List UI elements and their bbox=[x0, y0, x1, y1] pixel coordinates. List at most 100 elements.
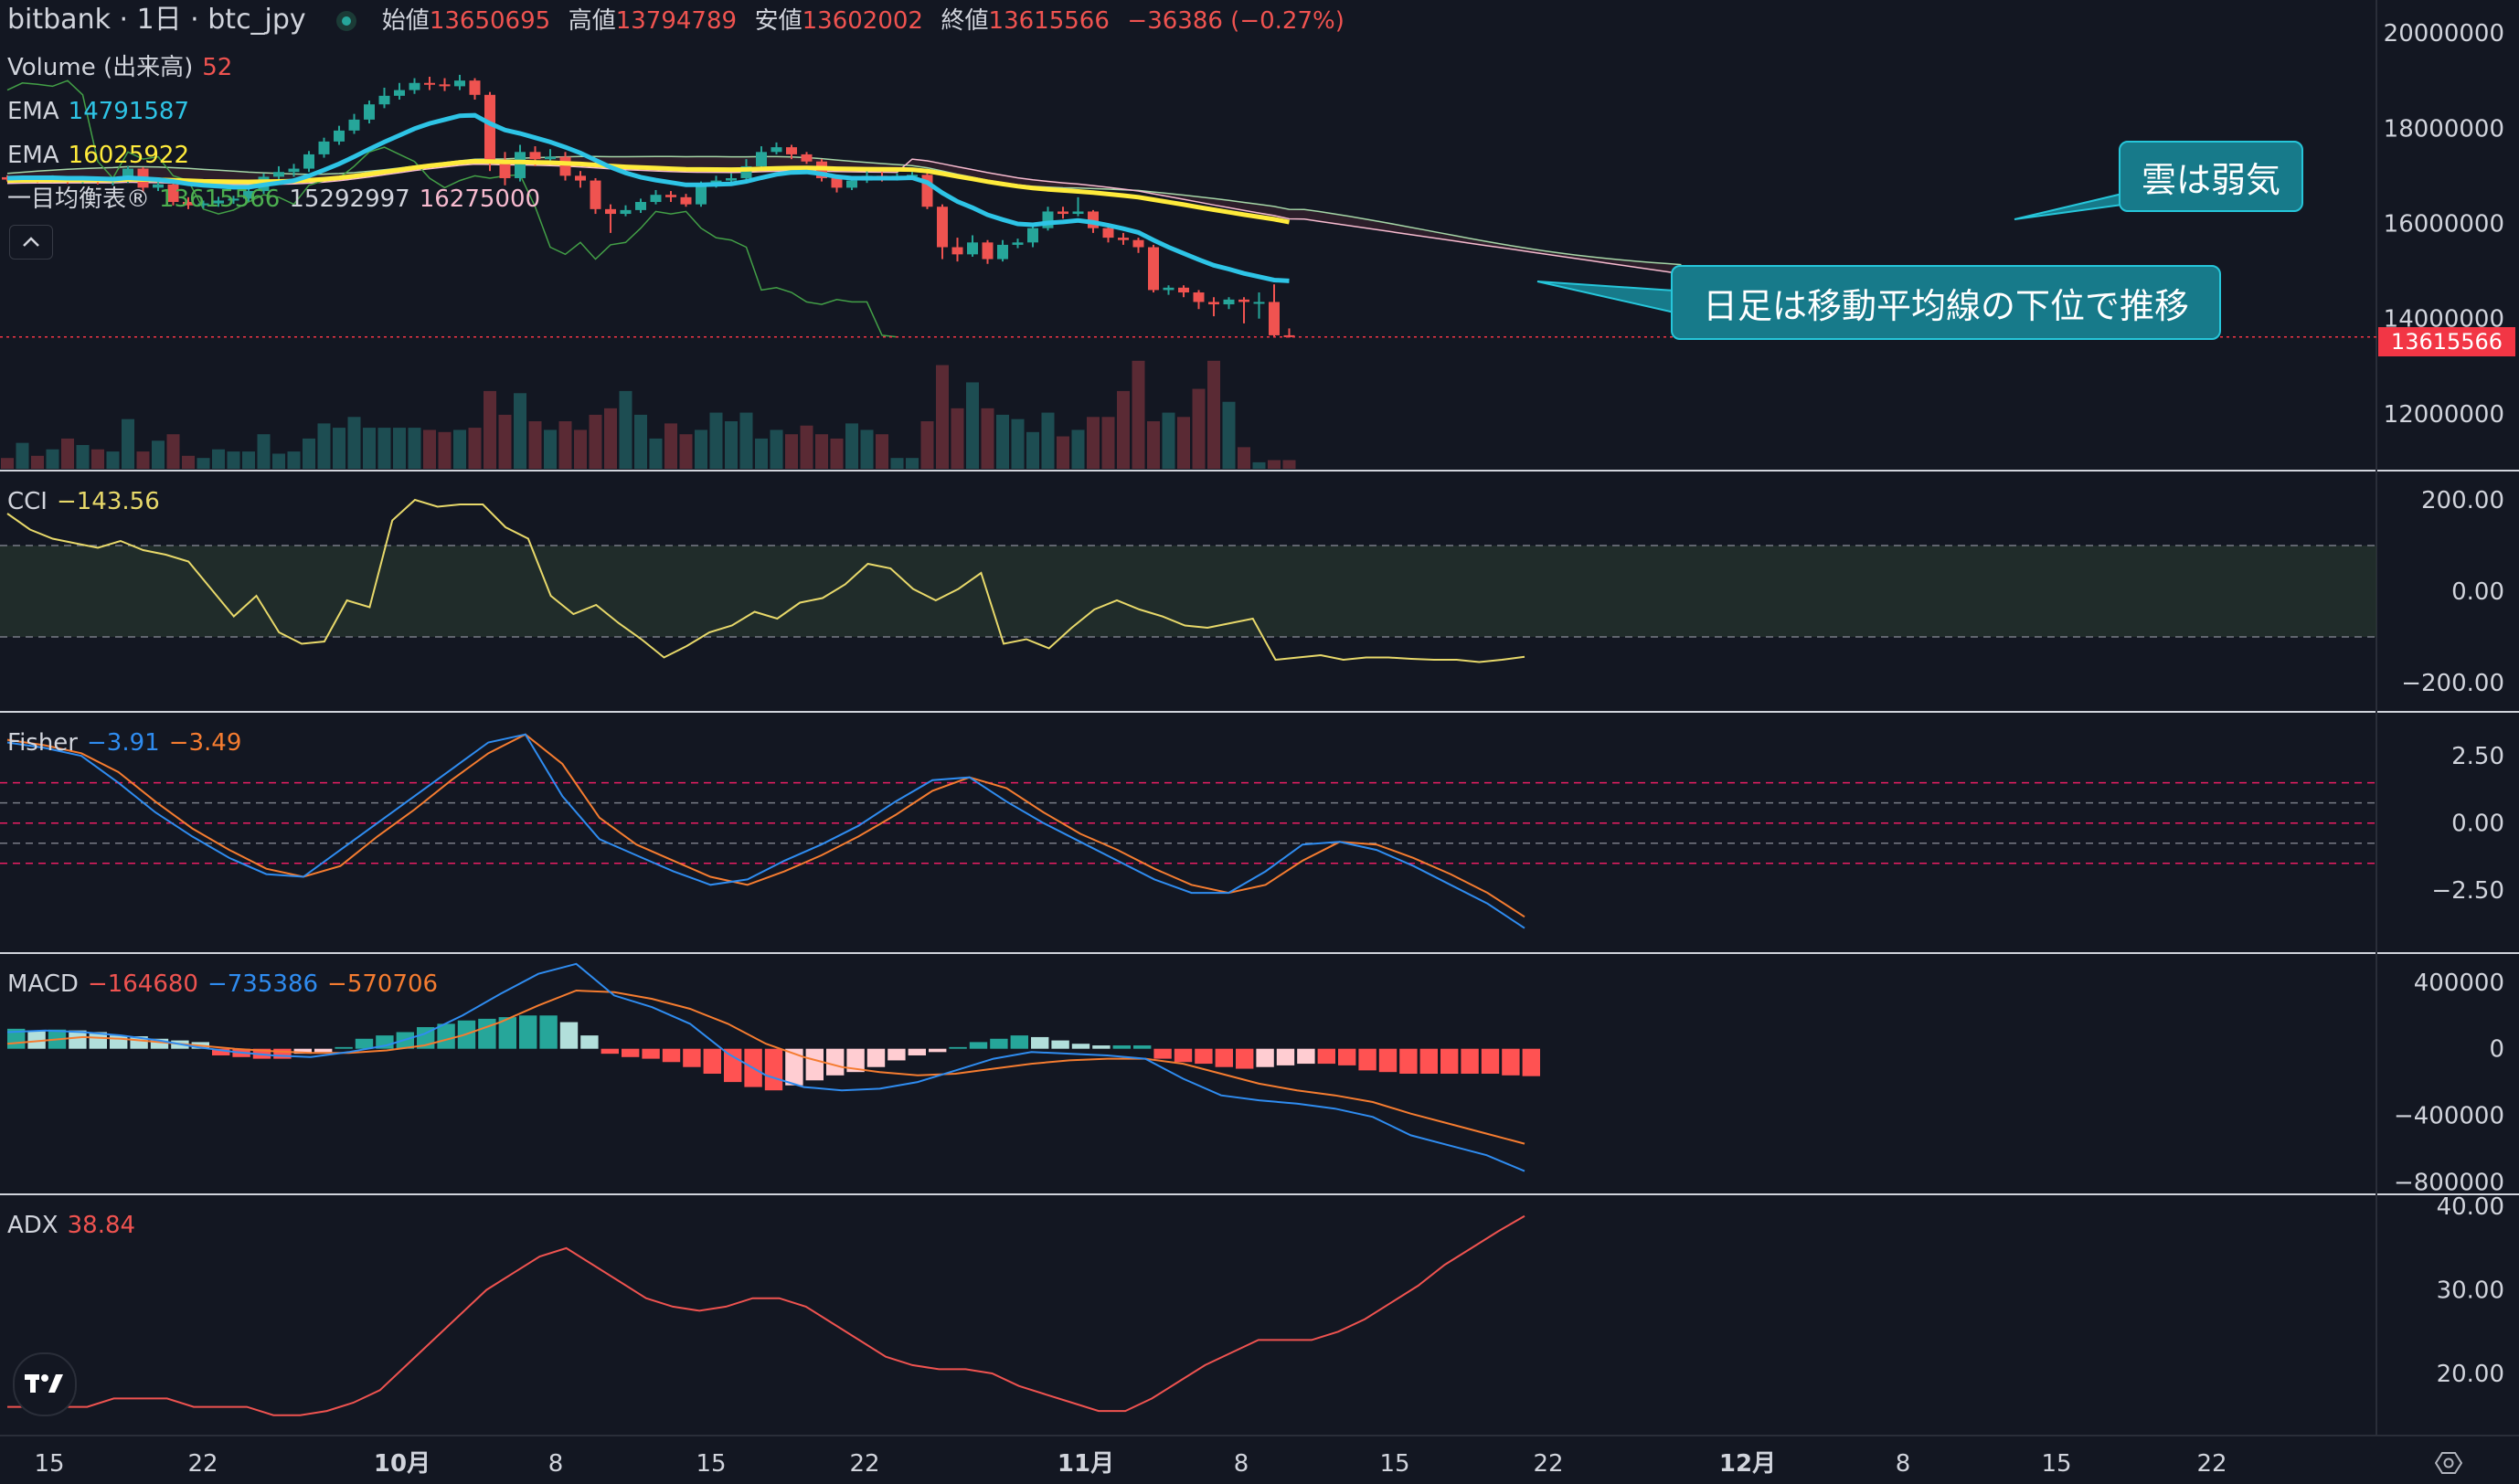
price-tick-label: 12000000 bbox=[2384, 401, 2504, 429]
ema-fast-legend[interactable]: EMA 14791587 bbox=[7, 97, 198, 126]
cci-value: −143.56 bbox=[56, 488, 160, 515]
header-bar: bitbank · 1日 · btc_jpy 始値13650695 高値1379… bbox=[7, 5, 1354, 36]
volume-bar bbox=[468, 428, 482, 469]
volume-bar bbox=[91, 449, 104, 469]
volume-legend[interactable]: Volume (出来高) 52 bbox=[7, 53, 241, 82]
adx-value: 38.84 bbox=[67, 1212, 136, 1239]
ema-slow-legend[interactable]: EMA 16025922 bbox=[7, 141, 198, 170]
candle-body bbox=[1118, 238, 1129, 240]
candle-body bbox=[439, 84, 451, 87]
cloud-callout[interactable]: 雲は弱気 bbox=[2119, 141, 2303, 212]
low-value: 13602002 bbox=[802, 7, 923, 35]
candles-callout[interactable]: 日足は移動平均線の下位で推移 bbox=[1671, 265, 2221, 340]
candle-body bbox=[1208, 302, 1219, 305]
candle-body bbox=[937, 207, 948, 248]
volume-bar bbox=[876, 434, 888, 469]
macd-histogram-bar bbox=[785, 1048, 803, 1086]
macd-histogram-bar bbox=[1031, 1036, 1049, 1049]
macd-histogram-bar bbox=[150, 1038, 169, 1049]
volume-bar bbox=[1192, 388, 1206, 469]
macd-histogram-bar bbox=[1010, 1035, 1028, 1049]
volume-bar bbox=[122, 419, 134, 469]
ichimoku-legend[interactable]: 一目均衡表® 13615566 15292997 16275000 bbox=[7, 185, 549, 214]
ichimoku-value-3: 16275000 bbox=[419, 186, 541, 213]
candle-body bbox=[288, 168, 300, 173]
macd-histogram-bar bbox=[89, 1032, 107, 1049]
last-price-tag: 13615566 bbox=[2378, 327, 2515, 356]
close-value: 13615566 bbox=[988, 7, 1110, 35]
macd-line bbox=[6, 962, 1525, 1172]
tv-logo-glyph bbox=[25, 1374, 63, 1393]
ema-lines bbox=[0, 112, 2376, 338]
volume-bar bbox=[1132, 360, 1145, 469]
volume-bar bbox=[1177, 417, 1190, 469]
candle-body bbox=[801, 154, 813, 162]
macd-histogram-bar bbox=[1256, 1048, 1274, 1067]
volume-bar bbox=[725, 421, 738, 469]
candle-body bbox=[756, 152, 767, 166]
candle-body bbox=[559, 156, 571, 176]
candle-body bbox=[967, 242, 978, 255]
ema-fast-line bbox=[6, 112, 1290, 283]
candle-body bbox=[1163, 287, 1174, 291]
candle-body bbox=[1027, 228, 1038, 243]
macd-histogram-bar bbox=[866, 1048, 886, 1067]
indicator-tick-label: 40.00 bbox=[2437, 1193, 2504, 1221]
fisher-trigger-line bbox=[6, 733, 1525, 918]
macd-histogram-bar bbox=[559, 1022, 579, 1049]
volume-bar bbox=[166, 434, 180, 469]
macd-histogram-bar bbox=[1358, 1048, 1376, 1071]
volume-bar bbox=[136, 451, 150, 469]
price-axis: 2000000018000000160000001400000012000000… bbox=[2384, 20, 2504, 1388]
candle-body bbox=[1178, 287, 1189, 293]
time-tick-label: 15 bbox=[696, 1450, 726, 1478]
candle-body bbox=[590, 180, 601, 209]
macd-histogram-bar bbox=[1133, 1045, 1152, 1049]
macd-histogram-bar bbox=[1440, 1048, 1459, 1074]
candle-body bbox=[1283, 334, 1295, 337]
candle-body bbox=[1193, 292, 1205, 302]
volume-bar bbox=[106, 451, 120, 469]
macd-histogram-bar bbox=[990, 1038, 1008, 1049]
macd-histogram-bar bbox=[601, 1048, 619, 1055]
candle-body bbox=[605, 208, 616, 215]
volume-bar bbox=[438, 431, 452, 469]
indicator-tick-label: 20.00 bbox=[2437, 1361, 2504, 1388]
ichimoku-label: 一目均衡表® bbox=[7, 186, 151, 213]
volume-bar bbox=[936, 365, 949, 469]
macd-histogram-bar bbox=[293, 1048, 312, 1055]
macd-legend[interactable]: MACD −164680 −735386 −570706 bbox=[7, 970, 447, 999]
macd-histogram-bar bbox=[335, 1046, 353, 1049]
macd-histogram-bar bbox=[539, 1015, 558, 1049]
macd-histogram-bar bbox=[1236, 1048, 1254, 1069]
volume-bar bbox=[453, 429, 466, 469]
volume-bar bbox=[423, 429, 436, 469]
macd-histogram-bar bbox=[1276, 1048, 1295, 1065]
adx-legend[interactable]: ADX 38.84 bbox=[7, 1211, 144, 1240]
fisher-title: Fisher bbox=[7, 729, 78, 757]
symbol-title[interactable]: bitbank · 1日 · btc_jpy bbox=[7, 4, 306, 36]
cci-legend[interactable]: CCI −143.56 bbox=[7, 487, 169, 516]
candle-body bbox=[469, 80, 481, 95]
candle-body bbox=[1058, 211, 1068, 215]
time-tick-label: 22 bbox=[187, 1450, 218, 1478]
tradingview-logo-icon[interactable] bbox=[13, 1352, 77, 1416]
macd-histogram-bar bbox=[908, 1048, 926, 1055]
volume-bar bbox=[377, 428, 391, 469]
candle-body bbox=[951, 247, 963, 255]
volume-bar bbox=[347, 417, 361, 469]
macd-hist-value: −164680 bbox=[87, 970, 198, 998]
fisher-legend[interactable]: Fisher −3.91 −3.49 bbox=[7, 728, 250, 758]
macd-histogram-bar bbox=[1419, 1048, 1438, 1074]
volume-bar bbox=[785, 434, 798, 469]
macd-histogram-bar bbox=[929, 1048, 947, 1053]
macd-signal-value: −570706 bbox=[327, 970, 439, 998]
candle-body bbox=[771, 147, 782, 153]
macd-histogram-bar bbox=[69, 1030, 87, 1049]
volume-bar bbox=[1268, 460, 1281, 469]
volume-bar bbox=[272, 453, 285, 469]
volume-bar bbox=[197, 458, 210, 469]
gear-icon[interactable] bbox=[2435, 1449, 2462, 1477]
collapse-legend-button[interactable] bbox=[9, 225, 53, 260]
